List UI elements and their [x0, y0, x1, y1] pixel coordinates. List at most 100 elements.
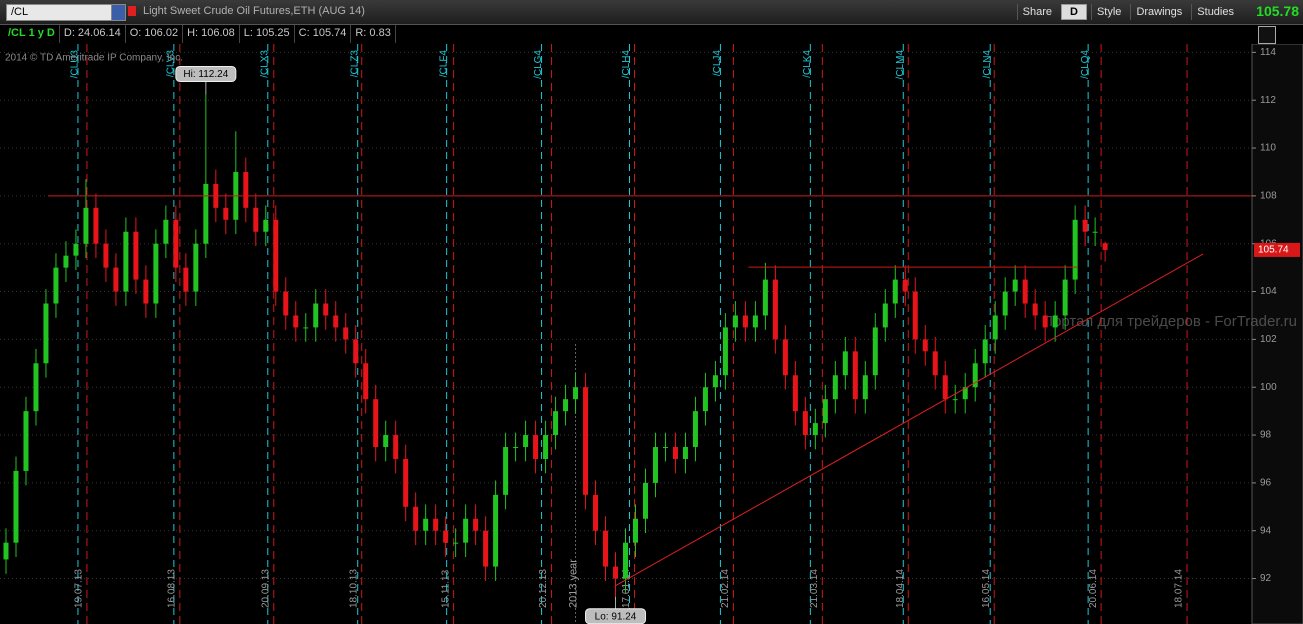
toolbar-button[interactable]: D	[1061, 4, 1087, 20]
y-tick-label: 104	[1260, 286, 1277, 297]
toolbar-button[interactable]: Studies	[1191, 4, 1239, 20]
year-label: 2013 year	[567, 559, 579, 608]
candle-body	[1062, 279, 1068, 316]
candle-body	[453, 542, 459, 544]
candle-body	[603, 530, 609, 567]
link-icon[interactable]	[128, 6, 136, 16]
y-tick-label: 96	[1260, 478, 1272, 489]
candle-body	[113, 267, 119, 292]
bubble-label: Lo: 91.24	[595, 611, 637, 622]
candle-body	[373, 399, 379, 448]
candle-body	[223, 207, 229, 220]
candle-body	[473, 518, 479, 531]
expiration-label: /CLK4	[802, 50, 813, 78]
expiration-label: /CLH4	[621, 50, 632, 79]
candle-body	[153, 243, 159, 304]
candle-body	[712, 375, 718, 388]
candle-body	[982, 339, 988, 364]
x-tick-label: 19.07.13	[74, 569, 85, 608]
candle-body	[173, 219, 179, 268]
toolbar-button[interactable]: Share	[1016, 4, 1057, 20]
x-tick-label: 17.01.14	[621, 569, 632, 608]
candle-body	[303, 327, 309, 329]
candle-body	[483, 530, 489, 567]
candle-body	[403, 458, 409, 507]
candle-body	[972, 363, 978, 388]
candle-body	[882, 303, 888, 328]
candle-body	[583, 387, 589, 495]
expiration-label: /CLJ4	[712, 50, 723, 77]
candle-body	[573, 387, 579, 400]
watermark: Портал для трейдеров - ForTrader.ru	[1042, 313, 1297, 330]
candle-body	[892, 279, 898, 304]
candle-body	[333, 315, 339, 328]
last-price: 105.78	[1256, 3, 1299, 19]
candle-body	[393, 435, 399, 459]
expiration-label: /CLN4	[982, 50, 993, 79]
candle-body	[323, 303, 329, 316]
candle-body	[183, 267, 189, 292]
y-tick-label: 92	[1260, 573, 1272, 584]
candle-body	[1052, 315, 1058, 328]
candle-body	[443, 530, 449, 543]
toolbar-button[interactable]: Drawings	[1130, 4, 1187, 20]
settings-icon[interactable]	[1258, 26, 1276, 44]
candle-body	[942, 375, 948, 400]
candle-body	[722, 327, 728, 376]
candle-body	[43, 303, 49, 364]
candle-body	[832, 375, 838, 400]
candle-body	[133, 231, 139, 280]
candle-body	[413, 506, 419, 531]
y-tick-label: 112	[1260, 95, 1276, 106]
candle-body	[283, 291, 289, 316]
symbol-field[interactable]: /CL	[6, 4, 112, 21]
candle-body	[992, 315, 998, 340]
candle-body	[692, 411, 698, 448]
candle-body	[932, 351, 938, 376]
candle-body	[433, 518, 439, 531]
candle-body	[33, 363, 39, 412]
candle-body	[203, 183, 209, 244]
candle-body	[383, 435, 389, 448]
candle-body	[463, 518, 469, 543]
expiration-label: /CLM4	[895, 50, 906, 80]
toolbar-button[interactable]: Style	[1090, 4, 1126, 20]
candle-body	[103, 243, 109, 268]
copyright: 2014 © TD Ameritrade IP Company, Inc.	[5, 53, 183, 64]
candle-body	[363, 363, 369, 400]
x-tick-label: 18.07.14	[1174, 569, 1185, 608]
candle-body	[263, 219, 269, 232]
candle-body	[912, 291, 918, 340]
symbol-dropdown[interactable]	[111, 4, 126, 21]
candle-body	[792, 375, 798, 412]
y-tick-label: 98	[1260, 430, 1272, 441]
expiration-label: /CLX3	[259, 50, 270, 78]
description: Light Sweet Crude Oil Futures,ETH (AUG 1…	[143, 5, 365, 17]
candle-body	[922, 339, 928, 352]
bubble-label: Hi: 112.24	[183, 69, 228, 80]
candle-body	[13, 470, 19, 543]
x-tick-label: 18.04.14	[895, 569, 906, 608]
candle-body	[742, 315, 748, 328]
info-bar: /CL 1 y D D: 24.06.14 O: 106.02 H: 106.08 L:…	[4, 25, 1250, 43]
candle-body	[702, 387, 708, 412]
trend-line	[615, 253, 1204, 587]
candle-body	[523, 435, 529, 448]
candle-body	[732, 315, 738, 328]
candle-body	[632, 518, 638, 543]
y-tick-label: 114	[1260, 47, 1276, 58]
candle-body	[313, 303, 319, 328]
candle-body	[1092, 231, 1098, 233]
candle-body	[243, 171, 249, 208]
x-tick-label: 20.06.14	[1088, 569, 1099, 608]
x-tick-label: 20.12.13	[538, 569, 549, 608]
candle-body	[353, 339, 359, 364]
candle-body	[63, 255, 69, 268]
x-tick-label: 20.09.13	[260, 569, 271, 608]
y-tick-label: 108	[1260, 191, 1277, 202]
candle-body	[1012, 279, 1018, 292]
price-axis	[1251, 44, 1303, 624]
info-item: /CL 1 y D	[4, 25, 60, 43]
candle-body	[1042, 315, 1048, 328]
candle-body	[503, 447, 509, 495]
